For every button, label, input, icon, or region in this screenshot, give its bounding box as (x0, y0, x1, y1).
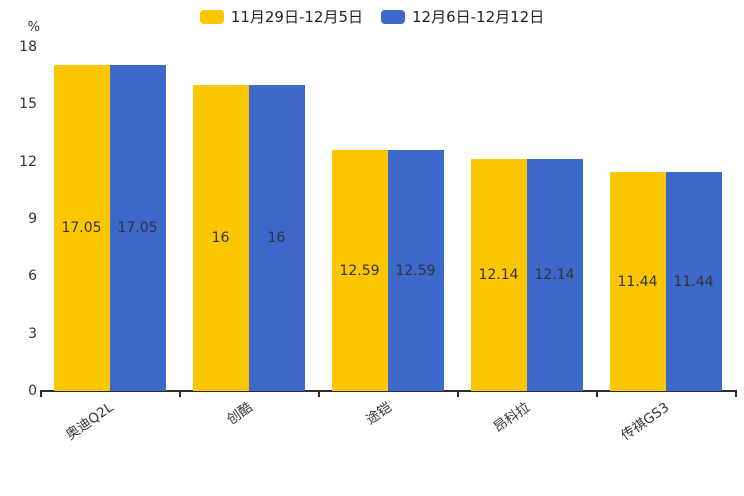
bar-week1-传祺GS3[interactable]: 11.44 (609, 172, 666, 391)
bar-week1-途铠[interactable]: 12.59 (331, 150, 388, 391)
x-axis-tick (179, 390, 181, 397)
bar-value-label: 16 (211, 230, 230, 247)
x-axis-category-label: 创酷 (223, 399, 256, 429)
bar-week1-奥迪Q2L[interactable]: 17.05 (53, 65, 110, 391)
bar-value-label: 12.59 (395, 262, 436, 279)
y-axis-tick-label: 18 (19, 39, 37, 55)
bar-week2-途铠[interactable]: 12.59 (387, 150, 444, 391)
y-axis-tick-label: 6 (28, 268, 37, 285)
bar-week2-传祺GS3[interactable]: 11.44 (665, 172, 722, 391)
x-axis-category-label: 昂科拉 (490, 399, 534, 436)
x-axis-category-label: 传祺GS3 (618, 399, 673, 444)
legend-label-week1: 11月29日-12月5日 (230, 8, 363, 26)
x-axis-tick (318, 390, 320, 397)
y-axis-unit-label: % (27, 20, 40, 35)
bar-value-label: 12.14 (478, 266, 519, 283)
bar-value-label: 12.59 (339, 262, 380, 279)
bar-value-label: 11.44 (673, 273, 714, 290)
x-axis-line (40, 390, 736, 392)
legend-swatch-blue (381, 10, 405, 24)
bar-week1-创酷[interactable]: 16 (192, 85, 249, 391)
x-axis-category-label: 途铠 (362, 399, 395, 429)
bar-value-label: 11.44 (617, 273, 658, 290)
legend-label-week2: 12月6日-12月12日 (412, 8, 545, 26)
legend-item-week1[interactable]: 11月29日-12月5日 (199, 8, 363, 26)
y-axis-tick-label: 3 (28, 325, 37, 342)
x-axis-tick (40, 390, 42, 397)
bar-value-label: 16 (267, 230, 286, 247)
y-axis-tick-label: 9 (28, 211, 37, 227)
legend: 11月29日-12月5日 12月6日-12月12日 (0, 8, 744, 26)
y-axis-tick-label: 12 (19, 153, 37, 170)
x-axis-tick (596, 390, 598, 397)
bar-value-label: 17.05 (117, 220, 158, 237)
y-axis-tick-label: 15 (19, 96, 37, 113)
x-axis-category-label: 奥迪Q2L (62, 399, 117, 444)
bar-week2-昂科拉[interactable]: 12.14 (526, 158, 583, 391)
x-axis-tick (735, 390, 737, 397)
bar-value-label: 17.05 (61, 220, 102, 237)
x-axis-tick (457, 390, 459, 397)
bar-value-label: 12.14 (534, 266, 575, 283)
y-axis-tick-label: 0 (28, 383, 37, 399)
bar-week1-昂科拉[interactable]: 12.14 (470, 158, 527, 391)
bar-week2-创酷[interactable]: 16 (248, 85, 305, 391)
legend-item-week2[interactable]: 12月6日-12月12日 (381, 8, 544, 26)
legend-swatch-yellow (199, 10, 224, 24)
bar-week2-奥迪Q2L[interactable]: 17.05 (109, 65, 166, 391)
